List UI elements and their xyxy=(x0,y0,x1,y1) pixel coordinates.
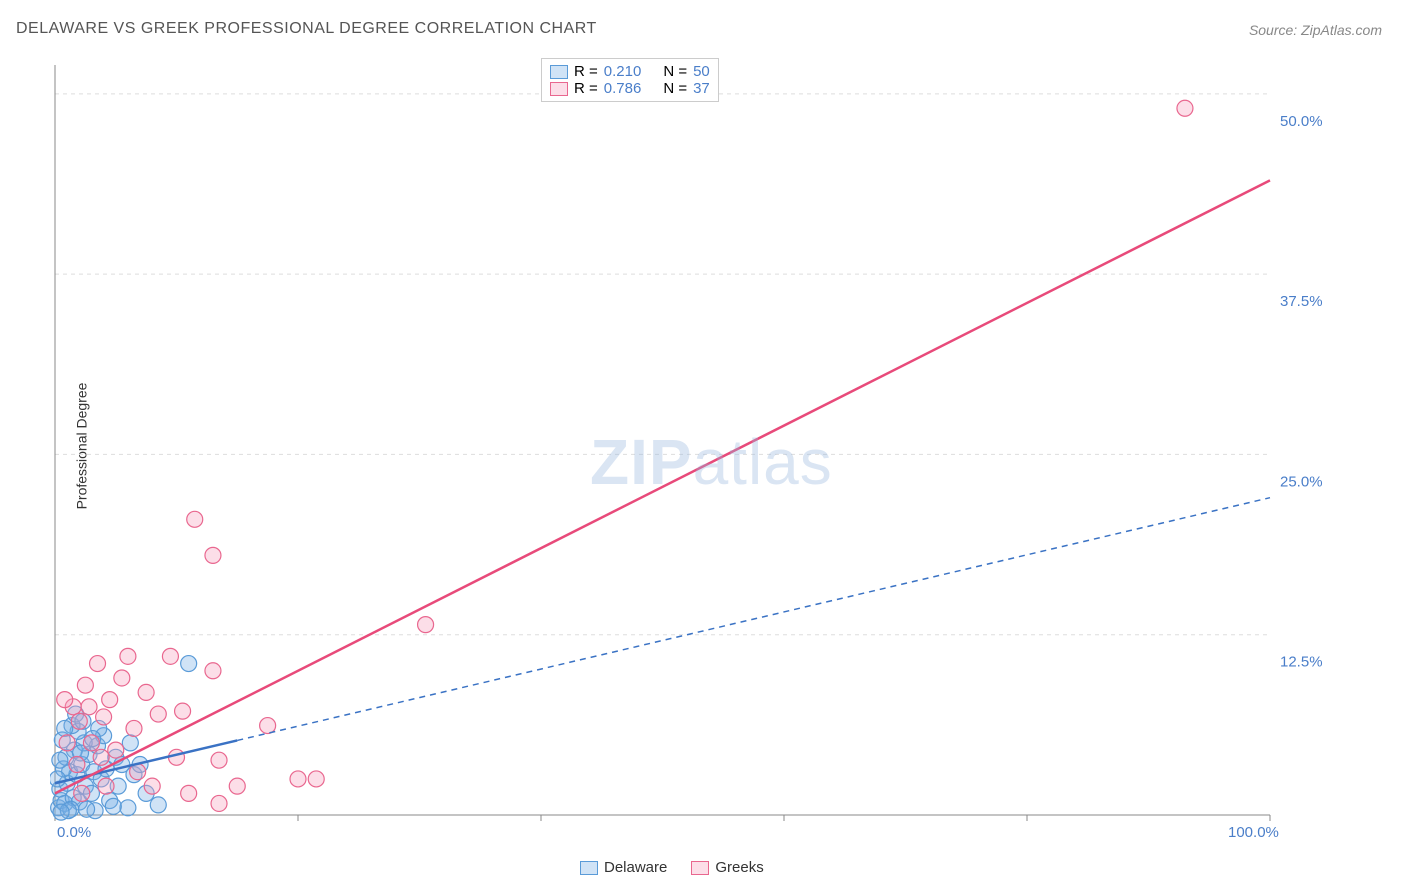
stats-row: R = 0.786 N = 37 xyxy=(550,80,710,97)
svg-text:37.5%: 37.5% xyxy=(1280,293,1323,310)
chart-title: DELAWARE VS GREEK PROFESSIONAL DEGREE CO… xyxy=(16,20,597,38)
legend-swatch xyxy=(580,861,598,875)
chart-container: DELAWARE VS GREEK PROFESSIONAL DEGREE CO… xyxy=(0,0,1406,892)
svg-text:50.0%: 50.0% xyxy=(1280,113,1323,130)
legend-swatch xyxy=(550,65,568,79)
stat-r-value: 0.786 xyxy=(604,80,642,97)
legend-item: Delaware xyxy=(580,859,667,876)
scatter-plot-svg: 12.5% 25.0% 37.5% 50.0% 0.0% 100.0% xyxy=(50,55,1330,845)
svg-text:25.0%: 25.0% xyxy=(1280,473,1323,490)
svg-text:100.0%: 100.0% xyxy=(1228,824,1279,841)
legend-swatch xyxy=(550,82,568,96)
legend-label: Greeks xyxy=(715,859,763,876)
stat-n-label: N = xyxy=(663,80,687,97)
stat-n-label: N = xyxy=(663,63,687,80)
stat-n-value: 37 xyxy=(693,80,710,97)
legend-label: Delaware xyxy=(604,859,667,876)
stats-legend-box: R = 0.210 N = 50 R = 0.786 N = 37 xyxy=(541,58,719,102)
stat-r-label: R = xyxy=(574,80,598,97)
source-credit: Source: ZipAtlas.com xyxy=(1249,22,1382,38)
svg-text:12.5%: 12.5% xyxy=(1280,654,1323,671)
stats-row: R = 0.210 N = 50 xyxy=(550,63,710,80)
bottom-legend: Delaware Greeks xyxy=(580,859,764,876)
stat-n-value: 50 xyxy=(693,63,710,80)
legend-item: Greeks xyxy=(691,859,763,876)
legend-swatch xyxy=(691,861,709,875)
stat-r-value: 0.210 xyxy=(604,63,642,80)
svg-text:0.0%: 0.0% xyxy=(57,824,91,841)
stat-r-label: R = xyxy=(574,63,598,80)
plot-area: 12.5%25.0%37.5%50.0%0.0%100.0% ZIPatlas xyxy=(50,55,1330,845)
